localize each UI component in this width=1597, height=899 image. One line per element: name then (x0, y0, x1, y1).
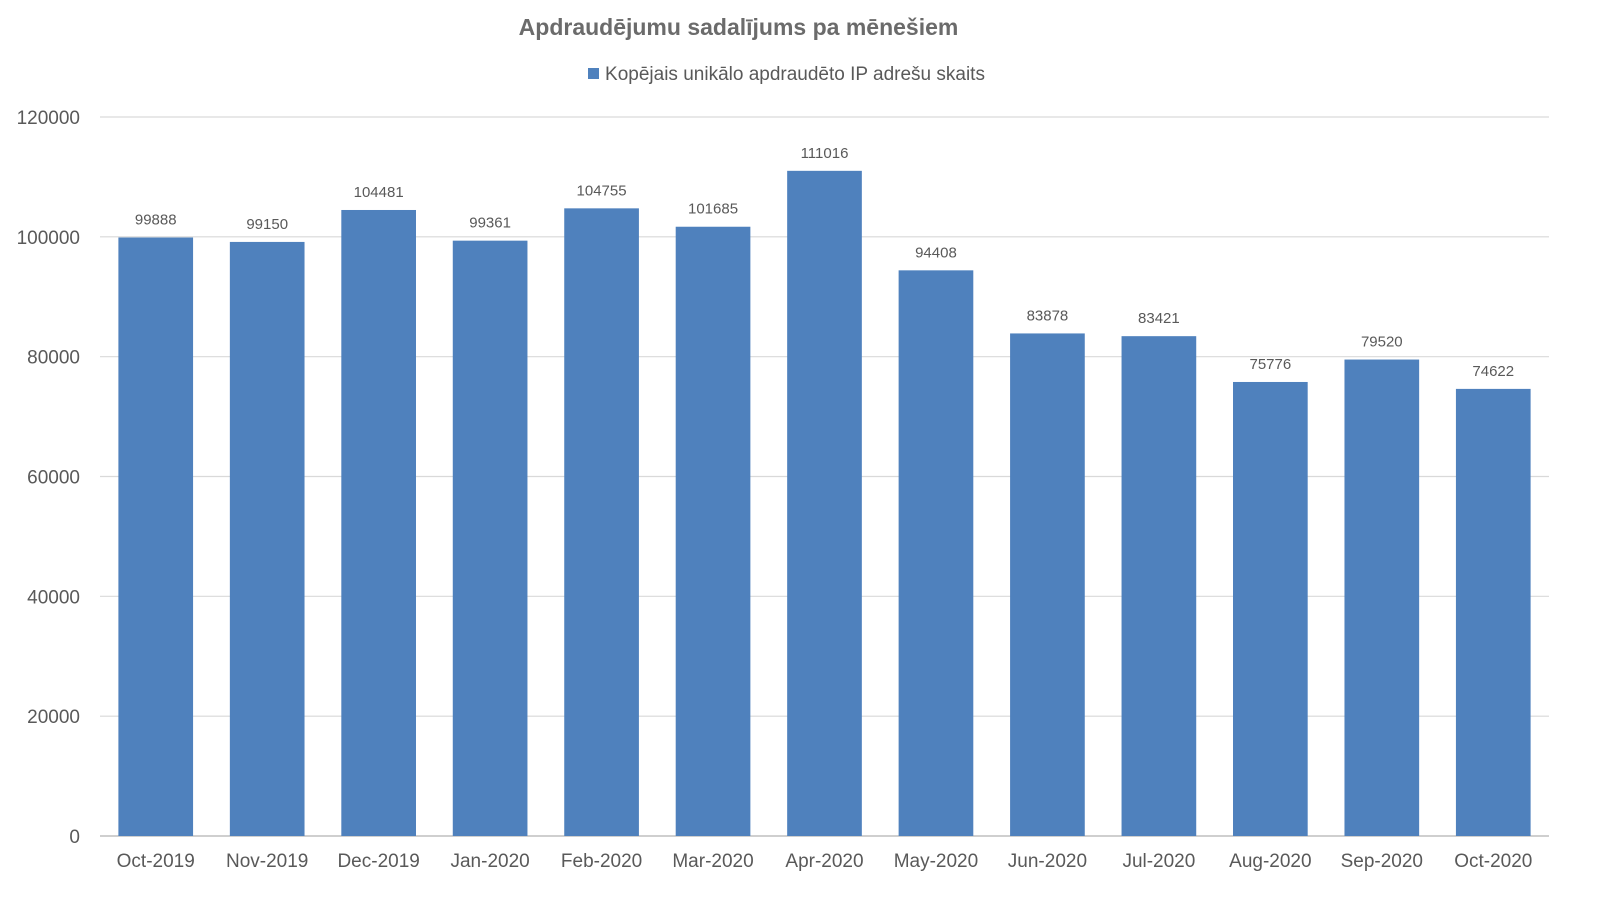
data-label: 104755 (577, 182, 627, 199)
bar (564, 208, 639, 836)
x-tick-label: Oct-2020 (1454, 851, 1532, 872)
legend-swatch (588, 68, 600, 79)
data-label: 83421 (1138, 310, 1180, 327)
y-tick-label: 40000 (27, 587, 80, 608)
data-label: 99150 (246, 216, 288, 233)
bar (341, 209, 416, 836)
y-tick-label: 60000 (27, 468, 80, 489)
y-tick-label: 20000 (27, 707, 80, 728)
data-label: 94408 (915, 244, 957, 261)
bar (1233, 381, 1308, 836)
x-tick-label: Aug-2020 (1229, 851, 1311, 872)
chart-title: Apdraudējumu sadalījums pa mēnešiem (518, 14, 959, 40)
data-label: 79520 (1361, 334, 1403, 351)
x-tick-label: Jan-2020 (450, 851, 529, 872)
x-tick-label: Sep-2020 (1341, 851, 1423, 872)
x-tick-label: Jun-2020 (1008, 851, 1087, 872)
bar (452, 240, 528, 837)
data-label: 75776 (1249, 356, 1291, 373)
x-tick-label: Apr-2020 (785, 851, 863, 872)
bar (1121, 336, 1197, 836)
bar (675, 226, 751, 837)
bar (1344, 359, 1420, 836)
y-tick-label: 80000 (27, 348, 80, 369)
y-tick-label: 0 (69, 827, 80, 848)
legend-label: Kopējais unikālo apdraudēto IP adrešu sk… (605, 64, 985, 85)
data-label: 101685 (688, 201, 738, 218)
x-tick-label: Dec-2019 (337, 851, 419, 872)
data-label: 74622 (1472, 363, 1514, 380)
bar (1455, 388, 1531, 836)
x-tick-label: Jul-2020 (1122, 851, 1195, 872)
y-tick-label: 120000 (17, 108, 80, 129)
chart-legend: Kopējais unikālo apdraudēto IP adrešu sk… (0, 64, 1573, 86)
data-label: 99361 (469, 215, 511, 232)
bar (787, 170, 862, 837)
data-label: 111016 (801, 145, 849, 162)
bar (118, 237, 194, 836)
x-tick-label: Nov-2019 (226, 851, 308, 872)
y-tick-label: 100000 (17, 228, 80, 249)
bar (229, 241, 305, 836)
data-label: 99888 (135, 212, 177, 229)
x-tick-label: May-2020 (894, 851, 979, 872)
bar (1010, 333, 1085, 836)
data-label: 104481 (354, 184, 404, 201)
bar (898, 270, 974, 836)
x-tick-label: Oct-2019 (117, 851, 195, 872)
x-tick-label: Feb-2020 (561, 851, 642, 872)
x-tick-label: Mar-2020 (672, 851, 753, 872)
data-label: 83878 (1027, 307, 1069, 324)
